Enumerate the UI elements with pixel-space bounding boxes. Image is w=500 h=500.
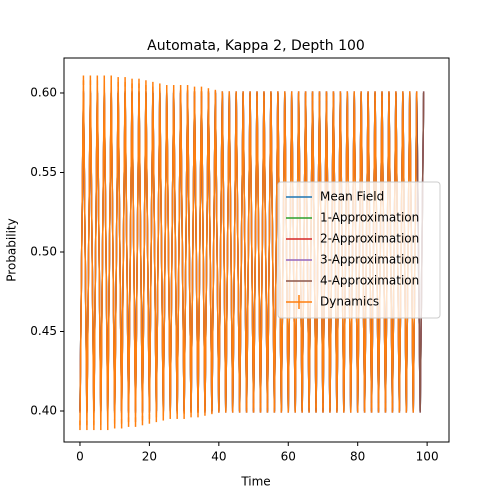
legend-label: 1-Approximation: [320, 211, 419, 225]
plot-frame: [63, 57, 450, 443]
x-tick-label: 80: [350, 450, 365, 464]
legend-label: 3-Approximation: [320, 253, 419, 267]
y-tick-label: 0.60: [30, 85, 57, 99]
x-tick-label: 40: [211, 450, 226, 464]
legend-box: [277, 181, 441, 319]
y-tick-label: 0.50: [30, 244, 57, 258]
x-tick-label: 20: [142, 450, 157, 464]
chart-title: Automata, Kappa 2, Depth 100: [147, 38, 365, 54]
legend-label: 2-Approximation: [320, 232, 419, 246]
series-line: [79, 80, 418, 426]
legend-label: Mean Field: [320, 190, 384, 204]
legend-label: 4-Approximation: [320, 274, 419, 288]
x-tick-label: 100: [416, 450, 439, 464]
y-tick-label: 0.45: [30, 324, 57, 338]
y-tick-label: 0.55: [30, 165, 57, 179]
x-tick-label: 0: [76, 450, 84, 464]
x-tick-label: 60: [281, 450, 296, 464]
y-axis-label: Probability: [5, 218, 19, 281]
y-tick-label: 0.40: [30, 403, 57, 417]
x-axis-label: Time: [240, 475, 270, 489]
legend-label: Dynamics: [320, 295, 379, 309]
